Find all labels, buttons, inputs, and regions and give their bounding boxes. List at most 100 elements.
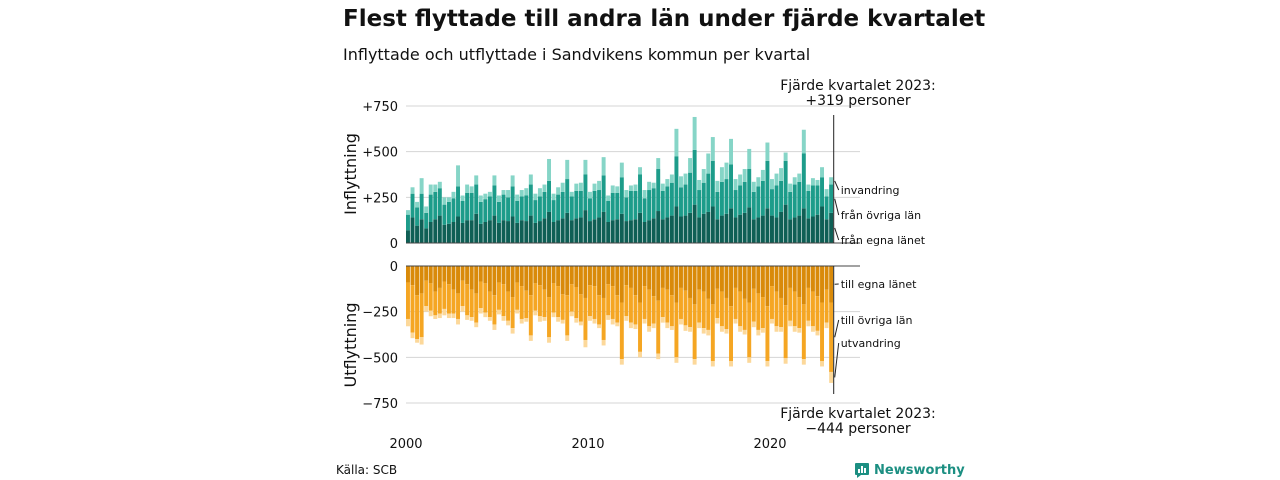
bar — [692, 359, 697, 365]
bar — [729, 208, 733, 243]
brand-name: Newsworthy — [874, 462, 965, 478]
bar — [792, 217, 797, 243]
bar — [615, 295, 620, 323]
bar — [669, 295, 674, 327]
bar — [610, 266, 615, 287]
bar — [765, 306, 770, 361]
bar — [606, 195, 611, 201]
bar — [715, 219, 720, 243]
bar — [738, 291, 743, 327]
bar — [742, 266, 747, 299]
bar — [729, 164, 733, 209]
bar — [597, 217, 602, 243]
bar — [583, 266, 588, 298]
bar — [756, 177, 761, 187]
bar — [569, 284, 574, 312]
bar — [560, 182, 565, 192]
bar — [647, 220, 652, 243]
bar — [706, 211, 711, 243]
bar — [574, 266, 579, 288]
bottom-annotation-line2: −444 personer — [805, 421, 911, 437]
bar — [442, 197, 447, 205]
bar — [551, 266, 556, 284]
bar — [451, 289, 456, 314]
bar — [588, 198, 592, 222]
bar — [824, 289, 829, 323]
bar — [824, 189, 829, 197]
bar — [760, 266, 765, 298]
bar — [487, 317, 492, 321]
bar — [674, 128, 679, 157]
bar — [428, 221, 433, 243]
bar — [610, 286, 615, 319]
bar — [415, 225, 420, 243]
bar — [574, 218, 579, 243]
bar — [592, 190, 597, 220]
bar — [551, 200, 556, 222]
bar — [578, 217, 583, 243]
bar — [437, 181, 442, 189]
bar — [647, 289, 652, 327]
bar — [829, 212, 834, 243]
bar — [483, 193, 488, 200]
bar — [688, 327, 693, 332]
bar — [779, 211, 784, 243]
bar — [729, 266, 733, 307]
bar — [688, 266, 693, 298]
bar — [528, 215, 533, 243]
bar — [810, 185, 815, 217]
bar — [533, 222, 538, 243]
bar — [751, 219, 756, 243]
bar — [406, 230, 410, 243]
bar — [633, 295, 638, 325]
bar — [701, 266, 706, 292]
bar — [588, 266, 592, 286]
bar — [765, 160, 770, 209]
bar — [487, 266, 492, 292]
bar — [442, 266, 447, 282]
bar — [770, 266, 774, 287]
bar — [669, 326, 674, 330]
bar — [674, 357, 679, 363]
bar — [669, 174, 674, 183]
bar — [642, 266, 647, 287]
bar — [465, 192, 470, 221]
bar — [460, 266, 465, 281]
bar — [688, 212, 693, 243]
bar — [683, 215, 688, 243]
bar — [501, 194, 506, 221]
bar — [524, 188, 529, 196]
chart-title: Flest flyttade till andra län under fjär… — [343, 6, 986, 32]
bar — [588, 316, 592, 321]
bar — [788, 219, 793, 243]
bar — [733, 190, 738, 218]
bar — [660, 317, 665, 323]
bar — [628, 266, 633, 288]
bar — [642, 286, 647, 319]
bar — [551, 221, 556, 243]
bar — [792, 326, 797, 332]
bar — [738, 185, 743, 215]
bar — [797, 266, 802, 298]
bar — [669, 215, 674, 243]
bar — [642, 190, 647, 199]
bar — [574, 287, 579, 319]
bar — [465, 266, 470, 285]
bar — [815, 266, 820, 297]
bar — [492, 185, 497, 216]
bar — [601, 175, 606, 212]
bar — [656, 158, 661, 170]
bar — [738, 326, 743, 332]
bar — [638, 302, 642, 352]
bar — [578, 294, 583, 322]
bar — [497, 222, 501, 243]
bar — [451, 266, 456, 290]
bottom-annotation-line1: Fjärde kvartalet 2023: — [780, 406, 936, 422]
bar — [556, 286, 561, 318]
bar — [569, 266, 574, 285]
bar — [556, 317, 561, 322]
bar — [733, 266, 738, 288]
bar — [815, 214, 820, 243]
bar — [719, 291, 724, 327]
bar — [747, 148, 752, 170]
